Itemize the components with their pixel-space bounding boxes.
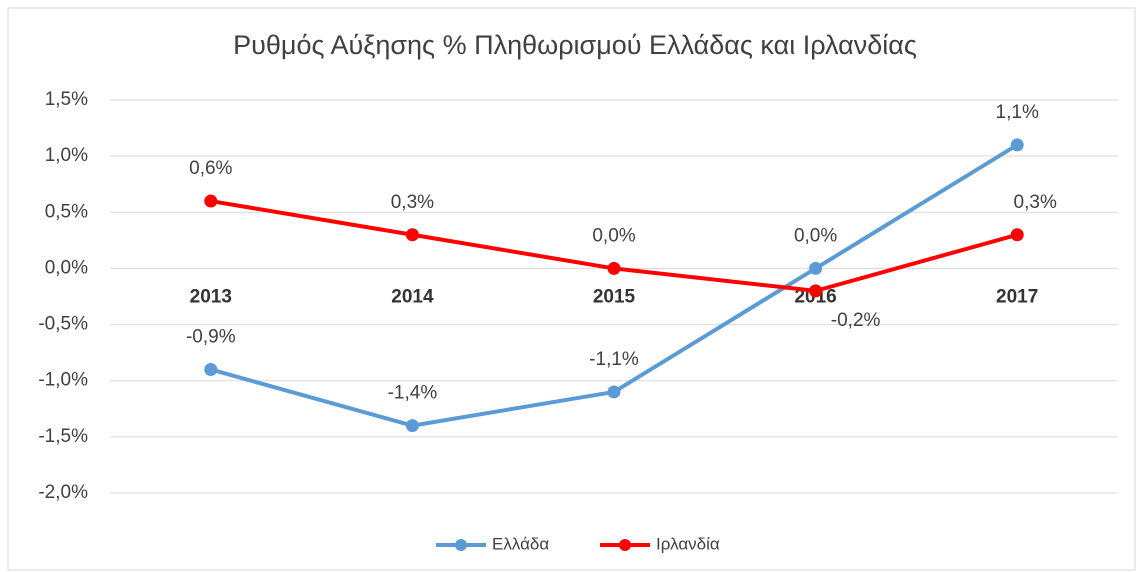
- point: [607, 261, 621, 275]
- point: [204, 194, 218, 208]
- point: [809, 284, 823, 298]
- y-tick-label: 1,0%: [45, 145, 88, 166]
- x-tick-label: 2014: [391, 286, 434, 307]
- y-tick-label: -2,0%: [38, 482, 88, 503]
- point: [405, 419, 419, 433]
- point: [405, 228, 419, 242]
- legend-label: Ελλάδα: [492, 534, 549, 553]
- point: [1010, 228, 1024, 242]
- legend-label: Ιρλανδία: [656, 534, 720, 553]
- data-label: -0,2%: [831, 310, 881, 331]
- y-tick-label: -0,5%: [38, 314, 88, 335]
- data-label: 0,0%: [592, 225, 635, 246]
- y-tick-label: -1,5%: [38, 426, 88, 447]
- point: [809, 261, 823, 275]
- y-tick-label: 0,0%: [45, 257, 88, 278]
- x-tick-label: 2015: [593, 286, 636, 307]
- data-label: 0,0%: [794, 225, 837, 246]
- data-label: -0,9%: [186, 327, 236, 348]
- y-tick-label: -1,0%: [38, 370, 88, 391]
- point: [607, 385, 621, 399]
- x-tick-label: 2017: [996, 286, 1038, 307]
- legend-marker: [455, 539, 467, 551]
- data-label: -1,1%: [589, 349, 639, 370]
- y-tick-label: 1,5%: [45, 89, 88, 110]
- data-label: 0,6%: [189, 158, 232, 179]
- data-label: 1,1%: [996, 102, 1039, 123]
- x-tick-label: 2013: [190, 286, 232, 307]
- chart-title: Ρυθμός Αύξησης % Πληθωρισμού Ελλάδας και…: [233, 30, 917, 60]
- data-label: 0,3%: [391, 192, 434, 213]
- data-label: -1,4%: [388, 383, 438, 404]
- point: [1010, 138, 1024, 152]
- point: [204, 362, 218, 376]
- chart-frame: [7, 7, 1136, 571]
- data-label: 0,3%: [1014, 192, 1057, 213]
- legend-marker: [619, 539, 631, 551]
- y-tick-label: 0,5%: [45, 201, 88, 222]
